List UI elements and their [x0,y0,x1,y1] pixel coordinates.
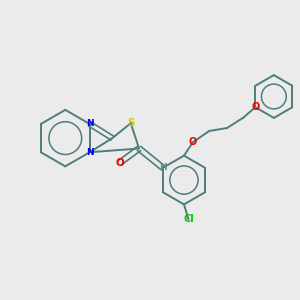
Text: H: H [159,163,167,172]
Text: Cl: Cl [183,214,194,224]
Text: S: S [127,118,134,128]
Text: O: O [189,137,197,147]
Text: N: N [86,148,94,157]
Text: O: O [251,102,260,112]
Text: O: O [116,158,124,168]
Text: N: N [86,119,94,128]
